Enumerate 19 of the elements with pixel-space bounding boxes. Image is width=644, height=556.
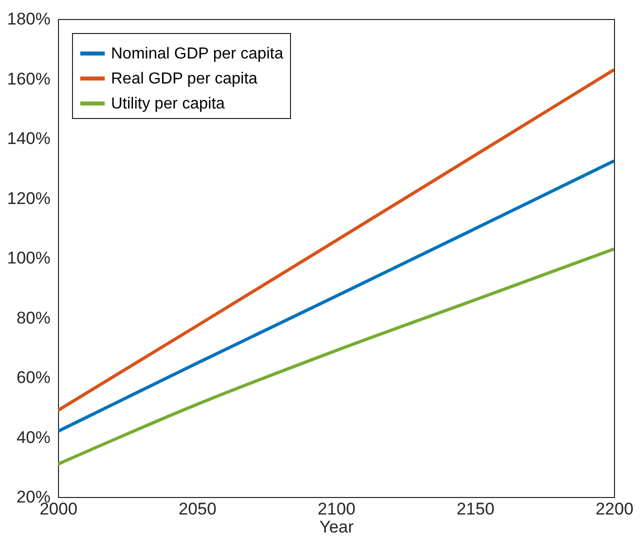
y-tick-label: 60% — [16, 368, 50, 387]
y-tick-label: 120% — [7, 188, 50, 208]
y-tick-label: 140% — [7, 129, 50, 148]
x-tick-label: 2200 — [596, 500, 634, 518]
x-tick-label: 2150 — [456, 500, 494, 518]
x-tick-label: 2100 — [318, 500, 356, 518]
legend-label: Nominal GDP per capita — [111, 46, 284, 62]
line-series — [58, 247, 614, 466]
legend-label: Real GDP per capita — [111, 70, 258, 88]
line-series — [58, 159, 614, 433]
y-tick-label: 80% — [16, 308, 50, 328]
legend-label: Utility per capita — [111, 96, 225, 112]
y-tick-label: 180% — [7, 10, 50, 28]
y-tick-label: 160% — [7, 69, 50, 88]
x-axis-title: Year — [319, 518, 354, 536]
line-series — [58, 68, 614, 412]
x-tick-label: 2050 — [178, 500, 216, 518]
y-tick-label: 100% — [7, 248, 50, 268]
y-tick-label: 40% — [16, 428, 50, 447]
